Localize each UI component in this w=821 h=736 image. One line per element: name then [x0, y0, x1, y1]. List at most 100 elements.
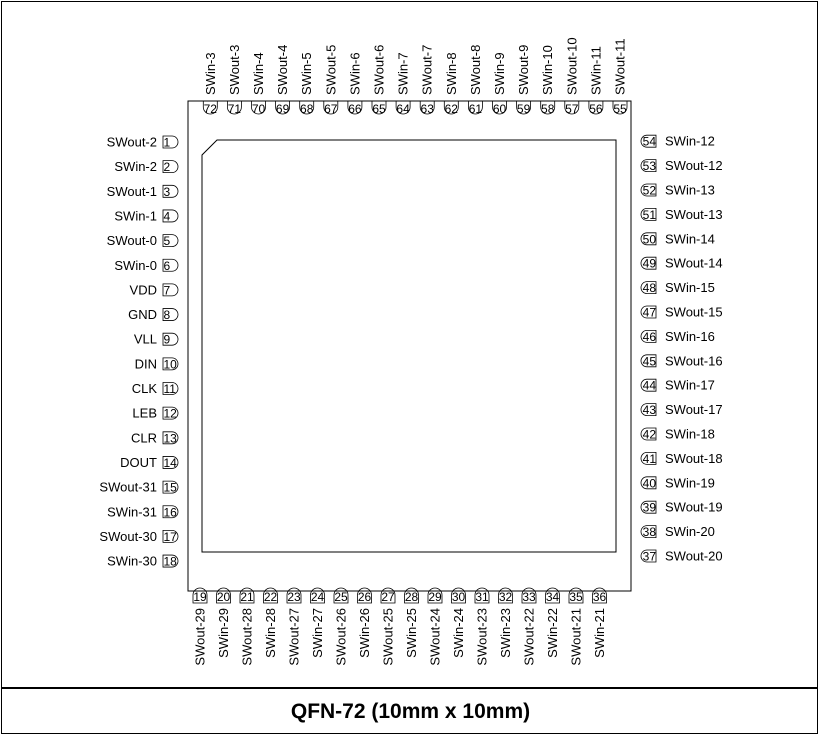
- pin-pad-16: [162, 505, 179, 519]
- pin-pad-48: [640, 281, 657, 294]
- pin-number-7: 7: [164, 283, 171, 297]
- package-diagram: 1SWout-22SWin-23SWout-14SWin-15SWout-06S…: [99, 37, 722, 665]
- pin-pad-61: [468, 101, 483, 115]
- pin-pad-8: [162, 308, 179, 321]
- pin-label-16: SWin-31: [107, 504, 157, 519]
- pin-number-52: 52: [643, 184, 657, 198]
- pin-pad-45: [640, 354, 657, 368]
- pin-number-27: 27: [381, 590, 395, 604]
- pin-number-38: 38: [643, 525, 657, 539]
- pin-label-24: SWin-27: [310, 608, 325, 658]
- pin-number-57: 57: [565, 102, 579, 116]
- pin-pad-59: [516, 101, 531, 115]
- pin-label-44: SWin-17: [665, 378, 715, 393]
- pin-label-69: SWout-4: [275, 45, 290, 95]
- pin-number-53: 53: [643, 159, 657, 173]
- pin-number-13: 13: [164, 431, 178, 445]
- package-title: QFN-72 (10mm x 10mm): [290, 700, 531, 723]
- pin-pad-30: [451, 587, 466, 604]
- pin-pad-24: [310, 587, 325, 604]
- pin-number-12: 12: [164, 407, 178, 421]
- pin-pad-33: [521, 587, 537, 604]
- pin-number-23: 23: [287, 590, 301, 604]
- pin-pad-51: [640, 208, 657, 221]
- pin-label-31: SWout-23: [475, 608, 490, 666]
- pin-number-64: 64: [396, 102, 410, 116]
- pin-pad-23: [286, 587, 302, 604]
- pin-pad-18: [162, 554, 179, 568]
- pin-label-20: SWin-29: [216, 608, 231, 658]
- pin-number-10: 10: [164, 357, 178, 371]
- pin-number-68: 68: [300, 102, 314, 116]
- pin-pad-72: [202, 101, 218, 115]
- pin-number-36: 36: [593, 590, 607, 604]
- pin-pad-5: [162, 234, 179, 247]
- pin-number-14: 14: [164, 456, 178, 470]
- pin-number-21: 21: [240, 590, 254, 604]
- pin-number-66: 66: [348, 102, 362, 116]
- pin-label-19: SWout-29: [193, 608, 208, 666]
- pin-number-56: 56: [589, 102, 603, 116]
- pin-pad-7: [162, 283, 179, 297]
- pin-pad-43: [640, 403, 657, 416]
- pin-label-45: SWout-16: [665, 353, 723, 368]
- pin-pad-21: [239, 587, 255, 604]
- pin-pad-17: [162, 530, 179, 543]
- pin-pad-49: [640, 256, 657, 270]
- divider-line: [1, 687, 818, 689]
- pin-label-4: SWin-1: [114, 208, 157, 223]
- pin-label-35: SWout-21: [569, 608, 584, 666]
- pin-pad-25: [333, 587, 349, 604]
- pin-pad-44: [640, 378, 657, 392]
- pin-number-18: 18: [164, 555, 178, 569]
- pin-label-64: SWin-7: [396, 52, 411, 95]
- pin-pad-4: [162, 209, 179, 223]
- pin-pad-20: [216, 587, 231, 604]
- package-outline: [187, 100, 632, 592]
- pin-label-52: SWin-13: [665, 183, 715, 198]
- pin-number-54: 54: [643, 135, 657, 149]
- pin-number-69: 69: [276, 102, 290, 116]
- pin-pad-42: [640, 427, 657, 441]
- pin-number-60: 60: [493, 102, 507, 116]
- pin-pad-9: [162, 332, 179, 346]
- pin-pad-63: [419, 101, 435, 115]
- pin-pad-39: [640, 500, 657, 514]
- pins: 1SWout-22SWin-23SWout-14SWin-15SWout-06S…: [99, 37, 722, 665]
- pin-pad-66: [347, 101, 363, 115]
- pin-pad-65: [371, 101, 387, 115]
- pin-label-36: SWin-21: [592, 608, 607, 658]
- pin-label-63: SWout-7: [420, 45, 435, 95]
- pin-label-3: SWout-1: [107, 184, 157, 199]
- pin-number-16: 16: [164, 505, 178, 519]
- pin-pad-41: [640, 452, 657, 465]
- pin-label-57: SWout-10: [564, 37, 579, 95]
- die-pad: [201, 139, 617, 553]
- pin-label-33: SWout-22: [522, 608, 537, 666]
- pin-label-40: SWin-19: [665, 475, 715, 490]
- pin-number-25: 25: [334, 590, 348, 604]
- pin-label-15: SWout-31: [99, 480, 157, 495]
- pin-number-2: 2: [164, 160, 171, 174]
- pin-number-33: 33: [522, 590, 536, 604]
- pin-pad-57: [564, 101, 580, 115]
- pin-label-28: SWin-25: [404, 608, 419, 658]
- pin-label-54: SWin-12: [665, 134, 715, 149]
- pin-number-45: 45: [643, 354, 657, 368]
- pin-label-62: SWin-8: [444, 52, 459, 95]
- pin-pad-71: [227, 101, 242, 115]
- pin-pad-38: [640, 525, 657, 538]
- pin-label-48: SWin-15: [665, 280, 715, 295]
- pin-pad-3: [162, 184, 179, 198]
- pin-pad-31: [474, 587, 490, 604]
- pin-pad-29: [427, 587, 443, 604]
- pin-number-8: 8: [164, 308, 171, 322]
- pin-pad-50: [640, 232, 657, 246]
- pin-number-3: 3: [164, 185, 171, 199]
- pin-label-50: SWin-14: [665, 231, 715, 246]
- pin-pad-26: [357, 587, 372, 604]
- pin-number-34: 34: [546, 590, 560, 604]
- pin-label-71: SWout-3: [227, 45, 242, 95]
- pin-label-65: SWout-6: [372, 45, 387, 95]
- pin-number-37: 37: [643, 550, 657, 564]
